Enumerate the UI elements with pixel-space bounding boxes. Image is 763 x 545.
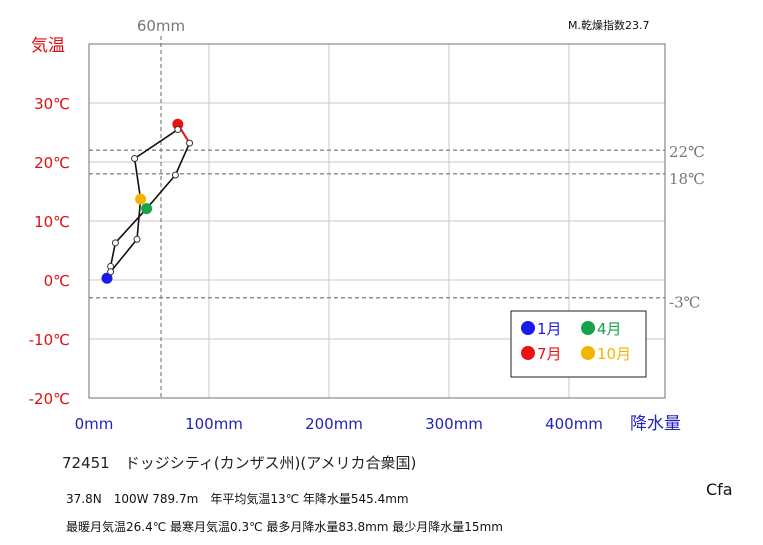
climograph-series bbox=[101, 118, 194, 284]
month-point-5 bbox=[171, 171, 179, 179]
month-point-4 bbox=[141, 203, 153, 215]
tick-labels: 30℃ 20℃ 10℃ 0℃ -10℃ -20℃ 0mm 100mm 200mm 300mm 400… bbox=[29, 95, 603, 433]
x-tick-label: 200mm bbox=[305, 415, 363, 433]
legend-label-4: 4月 bbox=[597, 320, 622, 338]
month-point-3 bbox=[111, 239, 119, 247]
legend-marker-4 bbox=[581, 321, 595, 335]
plot-frame bbox=[88, 43, 666, 399]
station-title: 72451 ドッジシティ(カンザス州)(アメリカ合衆国) bbox=[62, 454, 417, 472]
reference-lines: 60mm 22℃ 18℃ -3℃ bbox=[89, 17, 705, 398]
x-tick-label: 400mm bbox=[545, 415, 603, 433]
month-point-12 bbox=[107, 268, 115, 276]
station-info-line-2: 最暖月気温26.4℃ 最寒月気温0.3℃ 最多月降水量83.8mm 最少月降水量… bbox=[66, 520, 503, 534]
y-tick-label: 0℃ bbox=[44, 272, 70, 290]
reference-label-temp: -3℃ bbox=[669, 294, 700, 312]
month-point-9 bbox=[131, 154, 139, 162]
y-tick-label: -20℃ bbox=[29, 390, 70, 408]
dryness-index: M.乾燥指数23.7 bbox=[568, 18, 649, 32]
y-tick-label: -10℃ bbox=[29, 331, 70, 349]
reference-label-temp: 18℃ bbox=[669, 170, 705, 188]
y-tick-label: 20℃ bbox=[34, 154, 70, 172]
legend-label-7: 7月 bbox=[537, 345, 562, 363]
legend-marker-10 bbox=[581, 346, 595, 360]
legend-marker-1 bbox=[521, 321, 535, 335]
climograph-line bbox=[106, 123, 191, 279]
month-point-8 bbox=[174, 126, 182, 134]
x-tick-label: 300mm bbox=[425, 415, 483, 433]
reference-label-60mm: 60mm bbox=[137, 17, 185, 35]
legend-box bbox=[510, 310, 647, 378]
legend-label-1: 1月 bbox=[537, 320, 562, 338]
month-point-6 bbox=[186, 139, 194, 147]
month-point-10 bbox=[135, 193, 147, 205]
legend-marker-7 bbox=[521, 346, 535, 360]
grid-lines bbox=[89, 44, 665, 398]
month-point-11 bbox=[133, 235, 141, 243]
reference-label-temp: 22℃ bbox=[669, 143, 705, 161]
y-axis-label: 気温 bbox=[31, 36, 65, 56]
month-point-1 bbox=[101, 272, 113, 284]
station-info-line-1: 37.8N 100W 789.7m 年平均気温13℃ 年降水量545.4mm bbox=[66, 492, 409, 506]
y-tick-label: 10℃ bbox=[34, 213, 70, 231]
x-tick-label: 100mm bbox=[185, 415, 243, 433]
legend-label-10: 10月 bbox=[597, 345, 631, 363]
x-axis-label: 降水量 bbox=[630, 414, 681, 434]
x-tick-label: 0mm bbox=[75, 415, 114, 433]
y-tick-label: 30℃ bbox=[34, 95, 70, 113]
legend: 1月 4月 7月 10月 bbox=[510, 310, 647, 378]
climate-code: Cfa bbox=[706, 480, 733, 499]
